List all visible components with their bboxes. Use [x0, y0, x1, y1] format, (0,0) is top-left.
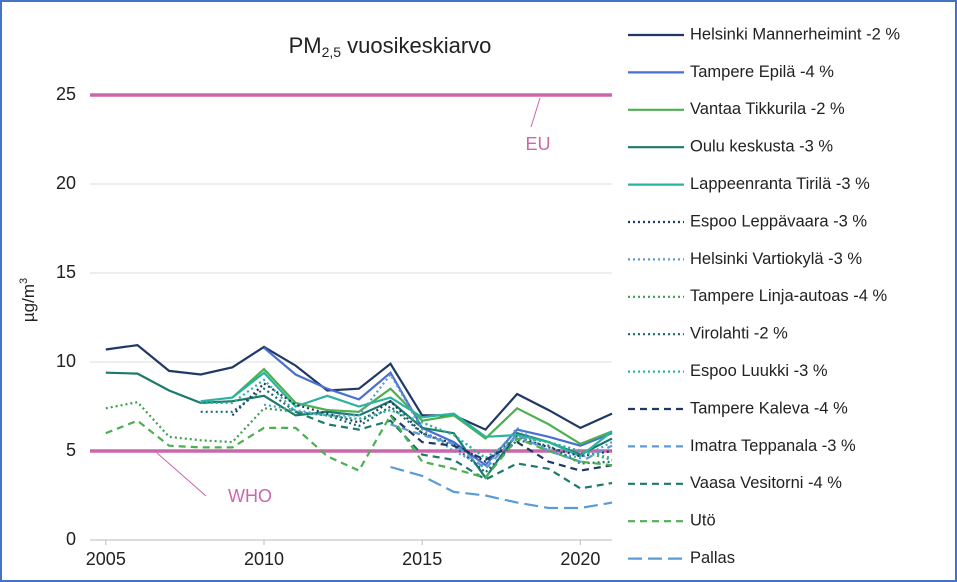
legend-label: Helsinki Vartiokylä -3 %	[690, 250, 862, 268]
series-line	[105, 343, 613, 431]
legend-label: Virolahti -2 %	[690, 325, 788, 343]
legend-label: Vantaa Tikkurila -2 %	[690, 100, 845, 118]
legend-label: Lappeenranta Tirilä -3 %	[690, 175, 870, 193]
title-text: vuosikeskiarvo	[341, 33, 491, 58]
y-tick-label: 0	[66, 529, 76, 549]
series-line	[263, 346, 613, 467]
series-line	[200, 371, 613, 458]
reference-label: WHO	[228, 486, 272, 506]
series-line	[105, 400, 613, 461]
legend-label: Tampere Epilä -4 %	[690, 63, 834, 81]
legend-label: Espoo Leppävaara -3 %	[690, 212, 867, 230]
series-line	[390, 465, 613, 510]
series-line	[389, 414, 613, 472]
y-tick-label: 5	[66, 440, 76, 460]
x-tick-label: 2015	[402, 549, 442, 569]
legend-label: Tampere Linja-autoas -4 %	[690, 287, 888, 305]
who-leader	[156, 452, 207, 497]
legend-label: Espoo Luukki -3 %	[690, 362, 828, 380]
series-line	[200, 387, 613, 474]
series-line	[105, 413, 613, 479]
series-line	[231, 381, 613, 464]
legend-label: Vaasa Vesitorni -4 %	[690, 474, 842, 492]
reference-label: EU	[525, 134, 550, 154]
legend-label: Oulu keskusta -3 %	[690, 138, 833, 156]
y-tick-label: 20	[56, 173, 76, 193]
y-label-superscript: 3	[18, 278, 30, 284]
chart-title: PM2,5 vuosikeskiarvo	[289, 33, 492, 60]
title-subscript: 2,5	[322, 44, 342, 60]
y-tick-label: 10	[56, 351, 76, 371]
legend-label: Helsinki Mannerheimint -2 %	[690, 25, 900, 43]
y-tick-label: 25	[56, 84, 76, 104]
y-tick-label: 15	[56, 262, 76, 282]
eu-leader	[530, 97, 541, 128]
x-tick-label: 2005	[86, 549, 126, 569]
title-text: PM	[289, 33, 322, 58]
x-tick-label: 2020	[560, 549, 600, 569]
legend-label: Utö	[690, 512, 716, 530]
series-line	[231, 367, 613, 446]
x-tick-label: 2010	[244, 549, 284, 569]
legend-label: Imatra Teppanala -3 %	[690, 437, 856, 455]
y-label-text: µg/m	[19, 284, 38, 322]
series-line	[295, 410, 613, 490]
legend-label: Tampere Kaleva -4 %	[690, 399, 848, 417]
y-axis-label: µg/m3	[18, 278, 39, 322]
legend-label: Pallas	[690, 549, 735, 567]
